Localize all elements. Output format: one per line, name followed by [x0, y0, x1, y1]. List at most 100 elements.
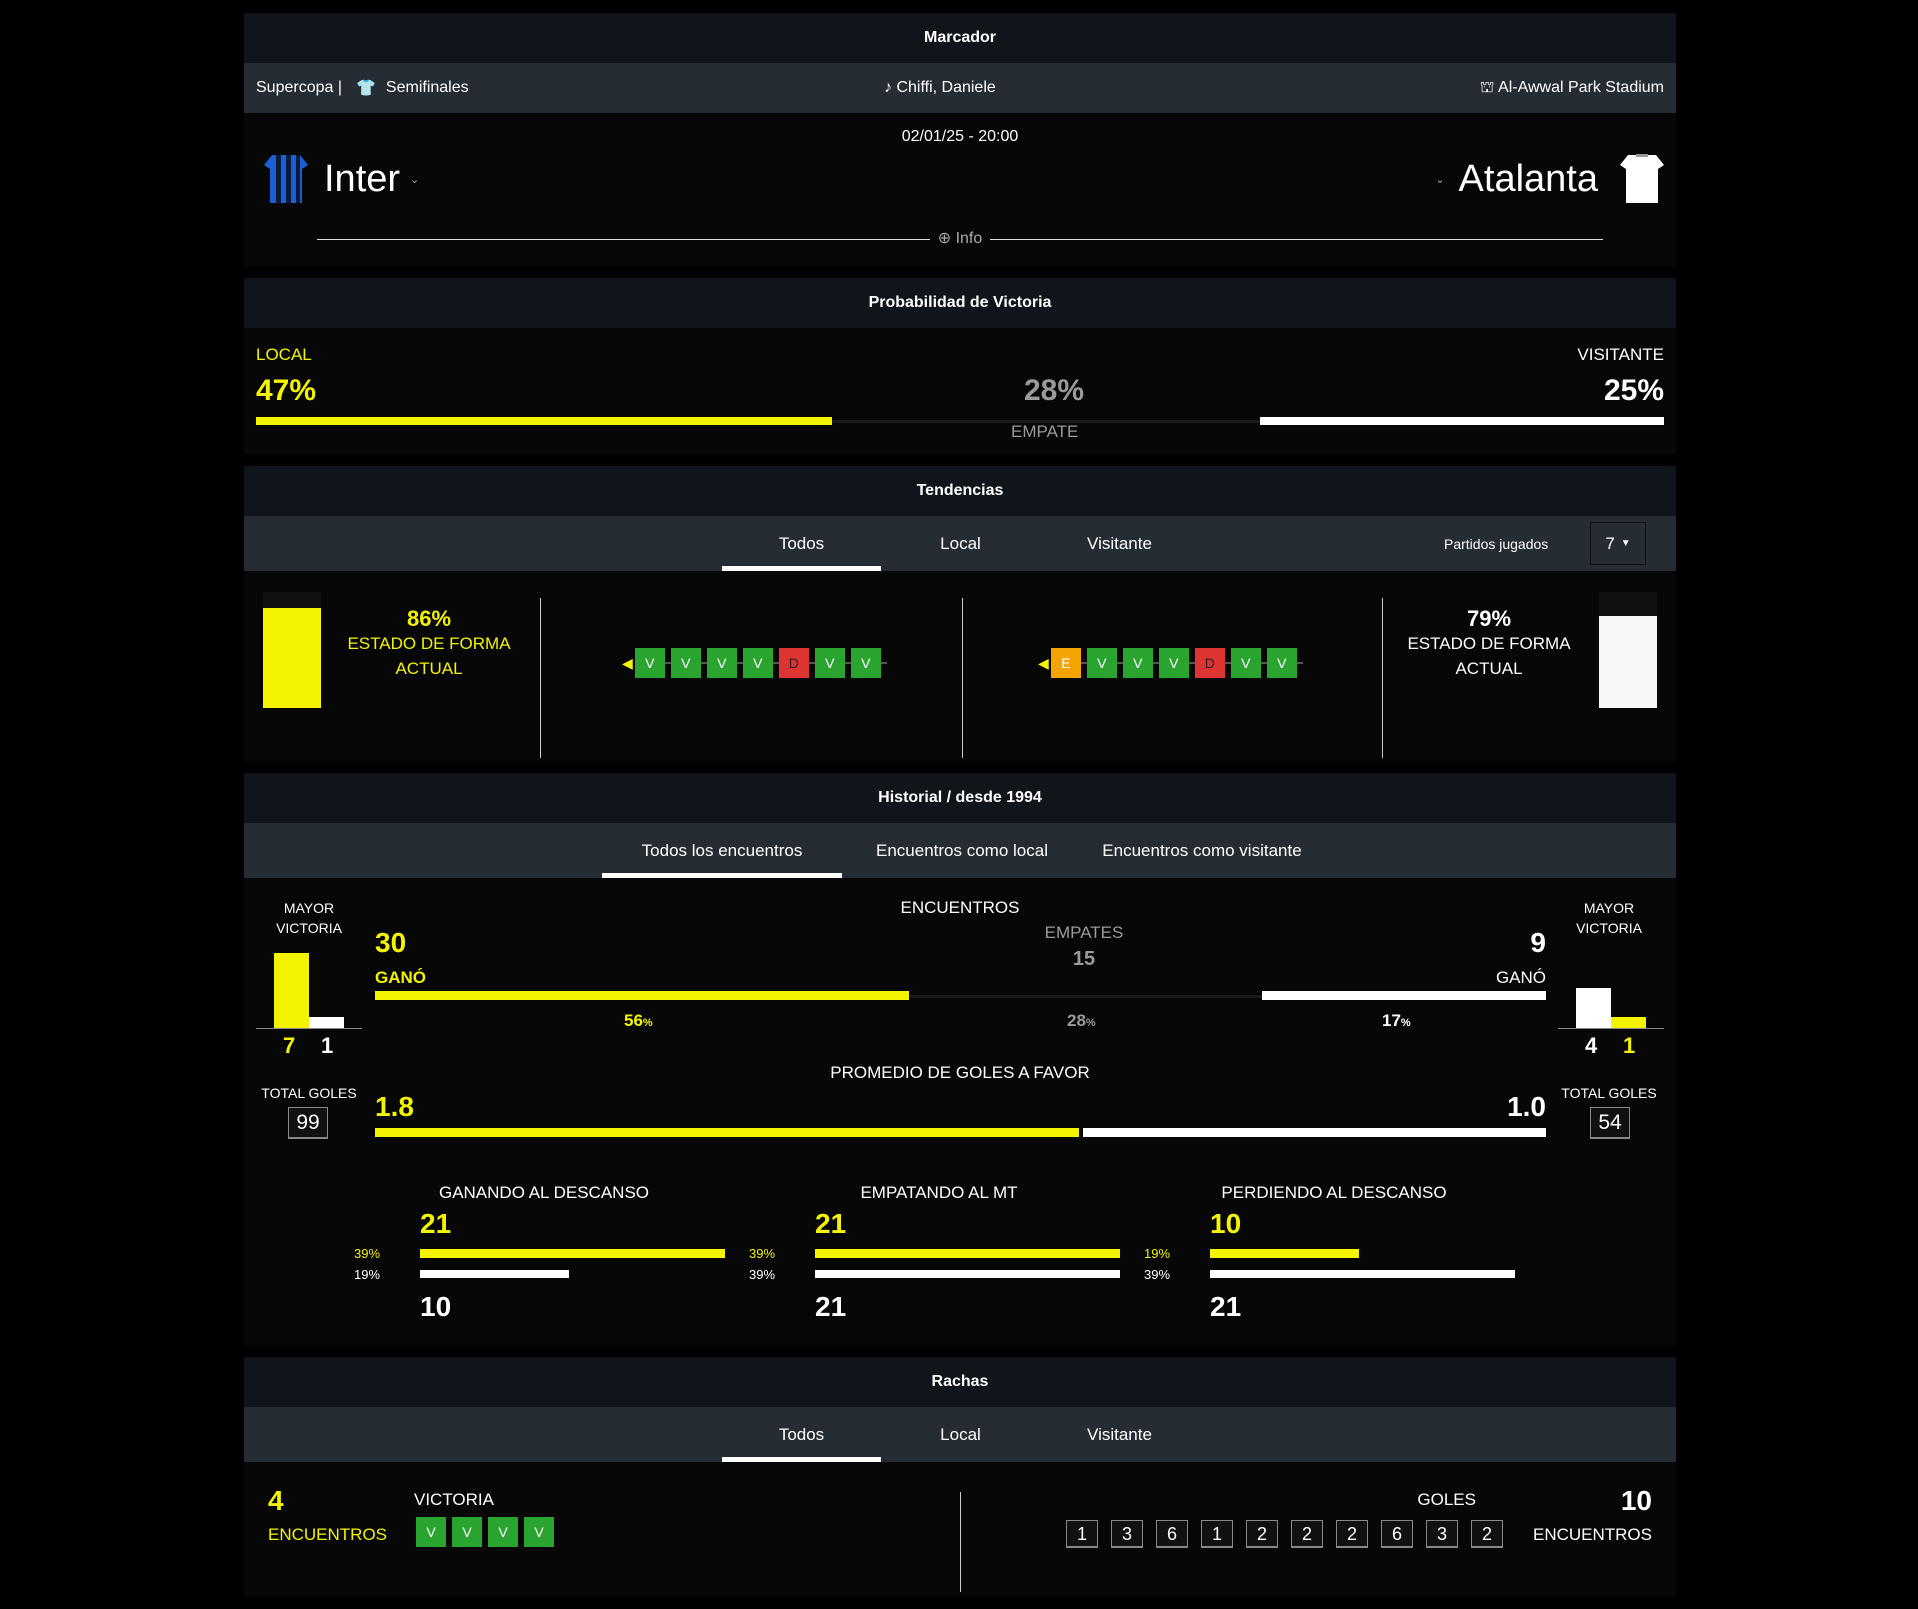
partidos-select[interactable]: 7 ▼: [1590, 522, 1646, 565]
round: Semifinales: [385, 79, 469, 96]
historial-title: Historial / desde 1994: [244, 773, 1676, 823]
streak-box: V: [452, 1517, 482, 1547]
marcador-section: Marcador Supercopa | 👕 Semifinales ♪ Chi…: [244, 13, 1676, 266]
goal-box: 6: [1156, 1520, 1188, 1548]
ht-home: 21: [815, 1208, 847, 1239]
home-mayor-victoria: MAYOR VICTORIA: [254, 898, 364, 938]
away-big-bar2: [1611, 1017, 1646, 1028]
info-button[interactable]: ⊕ Info: [929, 230, 991, 247]
victoria-label: VICTORIA: [276, 920, 342, 936]
pct-value: 28: [1067, 1011, 1086, 1030]
plus-circle-icon: ⊕: [937, 230, 956, 247]
away-streak-type: GOLES: [1417, 1490, 1476, 1509]
home-streak-type: VICTORIA: [414, 1490, 494, 1509]
tab-visitante[interactable]: Visitante: [1087, 1424, 1152, 1444]
goal-box: 3: [1426, 1520, 1458, 1548]
tab-encuentros-local[interactable]: Encuentros como local: [876, 840, 1048, 860]
ht-away-pct: 39%: [749, 1267, 776, 1282]
streak-box: V: [488, 1517, 518, 1547]
tab-todos-encuentros[interactable]: Todos los encuentros: [602, 823, 842, 878]
stadium-icon: ⛫: [1479, 79, 1499, 96]
caret-down-icon: ▼: [1620, 538, 1631, 549]
divider: [1382, 598, 1383, 758]
match-info-bar: Supercopa | 👕 Semifinales ♪ Chiffi, Dani…: [244, 63, 1676, 113]
away-form-pct: 79%: [1466, 606, 1512, 631]
ht-away-bar: [815, 1270, 1120, 1278]
form-result-box: V: [1266, 648, 1297, 678]
ht-home-pct: 39%: [749, 1246, 776, 1261]
home-total-label: TOTAL GOLES: [261, 1085, 357, 1101]
tab-encuentros-visitante[interactable]: Encuentros como visitante: [1102, 840, 1302, 860]
goal-box: 2: [1336, 1520, 1368, 1548]
home-team[interactable]: Inter ⌄: [264, 153, 419, 205]
ht-label: EMPATANDO AL MT: [860, 1183, 1018, 1202]
ht-away: 21: [1210, 1291, 1242, 1322]
home-big-score: 7: [283, 1033, 296, 1058]
form-result-box: E: [1050, 648, 1081, 678]
prob-track: [256, 420, 1664, 423]
form-result-box: D: [1194, 648, 1225, 678]
home-avg: 1.8: [375, 1091, 414, 1122]
away-team[interactable]: ⌄ Atalanta: [1435, 153, 1664, 205]
away-streak-unit: ENCUENTROS: [1532, 1525, 1652, 1544]
ht-label: GANANDO AL DESCANSO: [438, 1183, 650, 1202]
visitante-label: VISITANTE: [1577, 345, 1664, 364]
match-datetime: 02/01/25 - 20:00: [901, 128, 1019, 145]
form-result-box: V: [670, 648, 701, 678]
rachas-title: Rachas: [244, 1357, 1676, 1407]
partidos-label: Partidos jugados: [1444, 536, 1549, 552]
form-result-box: V: [814, 648, 845, 678]
rachas-section: Rachas Todos Local Visitante 4 ENCUENTRO…: [244, 1357, 1676, 1597]
tab-visitante[interactable]: Visitante: [1087, 533, 1152, 553]
probability-section: Probabilidad de Victoria LOCAL 47% 28% E…: [244, 278, 1676, 454]
away-form-bar-bg: [1599, 592, 1657, 708]
streak-box: V: [524, 1517, 554, 1547]
tab-local[interactable]: Local: [940, 1424, 981, 1444]
ht-away-pct: 39%: [1144, 1267, 1171, 1282]
tab-todos[interactable]: Todos: [722, 516, 881, 571]
partidos-value: 7: [1605, 533, 1615, 553]
ht-home-bar: [815, 1249, 1120, 1258]
pct-sign: %: [1085, 1017, 1096, 1029]
away-mayor-victoria: MAYOR VICTORIA: [1554, 898, 1664, 938]
away-avg-bar: [1083, 1128, 1546, 1137]
historial-section: Historial / desde 1994 Todos los encuent…: [244, 773, 1676, 1345]
away-big-score2: 1: [1623, 1033, 1636, 1058]
info-wrap: ⊕ Info: [244, 228, 1676, 248]
competition: Supercopa |: [256, 79, 342, 96]
ht-away: 21: [815, 1291, 847, 1322]
tab-todos[interactable]: Todos: [722, 1407, 881, 1462]
ht-label: PERDIENDO AL DESCANSO: [1221, 1183, 1447, 1202]
home-form-pct: 86%: [406, 606, 452, 631]
jersey-icon: 👕: [356, 80, 376, 97]
goal-box: 2: [1246, 1520, 1278, 1548]
ht-home-pct: 19%: [1144, 1246, 1171, 1261]
goal-box: 1: [1066, 1520, 1098, 1548]
tab-local[interactable]: Local: [940, 533, 981, 553]
home-streak-count: 4: [268, 1485, 284, 1516]
form-result-box: V: [1158, 648, 1189, 678]
ht-away-bar: [1210, 1270, 1515, 1278]
home-total-goals: 99: [288, 1107, 328, 1139]
away-form-streak: ◀ E V V V D V V: [1038, 648, 1303, 678]
arrow-left-icon: ◀: [1038, 654, 1049, 671]
arrow-left-icon: ◀: [622, 654, 633, 671]
home-form-text: 86% ESTADO DE FORMA ACTUAL: [344, 606, 514, 681]
form-result-box: V: [1230, 648, 1261, 678]
form-result-box: V: [1086, 648, 1117, 678]
victoria-label: VICTORIA: [1576, 920, 1642, 936]
draw-pct: 28%: [1024, 374, 1085, 407]
pct-sign: %: [642, 1017, 653, 1029]
away-won: 9: [1530, 927, 1546, 958]
away-avg: 1.0: [1507, 1091, 1546, 1122]
halftime-block-1: EMPATANDO AL MT 21 39% 39% 21: [749, 1183, 1129, 1323]
mayor-label: MAYOR: [283, 900, 335, 916]
pct-value: 56: [624, 1011, 643, 1030]
home-avg-bar: [375, 1128, 1079, 1137]
divider: [962, 598, 963, 758]
away-form-label: ESTADO DE FORMA: [1407, 634, 1571, 653]
home-won-pct: 56%: [624, 1011, 653, 1031]
away-total-goals: 54: [1590, 1107, 1630, 1139]
home-form-label: ESTADO DE FORMA: [347, 634, 511, 653]
ht-away-bar: [420, 1270, 569, 1278]
